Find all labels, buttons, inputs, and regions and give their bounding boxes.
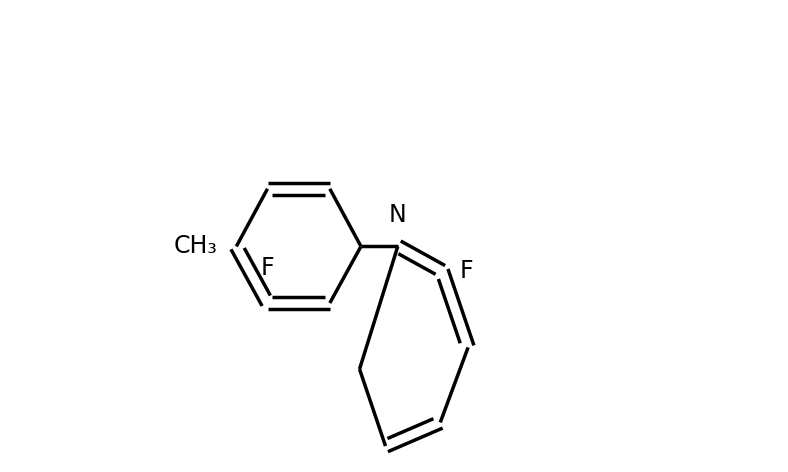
Text: F: F (261, 256, 274, 280)
Text: F: F (460, 259, 474, 283)
Text: N: N (389, 202, 407, 227)
Text: CH₃: CH₃ (173, 235, 217, 258)
